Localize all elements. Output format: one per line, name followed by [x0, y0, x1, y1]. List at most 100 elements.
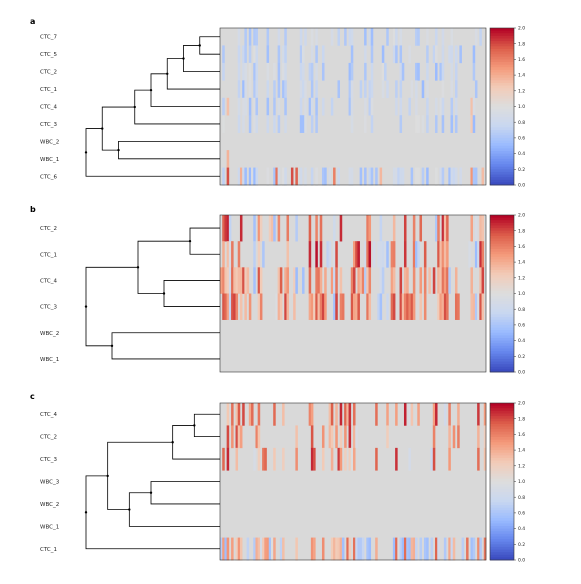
colorbar-segment	[490, 238, 514, 242]
colorbar-segment	[490, 426, 514, 430]
row-label: CTC_2	[40, 435, 57, 441]
heatmap-cell	[257, 241, 261, 268]
colorbar-segment	[490, 484, 514, 488]
heatmap-cell	[379, 241, 383, 268]
heatmap-cell	[401, 537, 405, 561]
heatmap-cell	[239, 267, 243, 294]
colorbar-segment	[490, 269, 514, 273]
heatmap-cell	[446, 241, 449, 268]
heatmap-cell	[441, 115, 445, 133]
heatmap-cell	[437, 293, 440, 320]
colorbar-tick-label: 1.2	[518, 275, 525, 281]
panel-b: b CTC_2 CTC_1 CTC_4 CTC_3 WBC_2 WBC_1 0.0 0.2 0.4…	[30, 205, 525, 376]
colorbar-tick-label: 1.4	[518, 260, 525, 266]
row-label: WBC_1	[40, 524, 59, 530]
heatmap-cell	[328, 403, 332, 426]
heatmap-cell	[310, 447, 314, 471]
heatmap-cell	[403, 537, 407, 561]
heatmap-cell	[242, 167, 245, 186]
colorbar-tick-label: 1.0	[518, 479, 525, 485]
heatmap-cell	[395, 80, 398, 99]
colorbar-segment	[490, 272, 514, 276]
heatmap-cell	[368, 97, 372, 116]
heatmap-cell	[470, 293, 473, 320]
row-label: CTC_3	[40, 457, 57, 463]
heatmap-cell	[237, 97, 241, 116]
heatmap-cell	[386, 425, 389, 449]
heatmap-cell	[299, 167, 303, 186]
heatmap-cell	[321, 167, 325, 186]
heatmap-cell	[441, 62, 445, 81]
colorbar-segment	[490, 217, 514, 221]
heatmap-cell	[443, 537, 447, 561]
heatmap-cell	[426, 97, 429, 116]
heatmap-cell	[222, 167, 225, 186]
heatmap-cell	[370, 62, 374, 81]
colorbar-segment	[490, 161, 514, 165]
heatmap-cell	[412, 267, 416, 294]
colorbar-segment	[490, 85, 514, 89]
heatmap-cell	[364, 167, 367, 186]
heatmap-cell	[350, 28, 354, 46]
colorbar-segment	[490, 416, 514, 420]
heatmap-cell	[446, 215, 449, 242]
heatmap-cell	[279, 293, 283, 320]
colorbar-segment	[490, 220, 514, 224]
heatmap-cell	[315, 215, 318, 242]
colorbar-segment	[490, 280, 514, 284]
heatmap-cell	[379, 293, 383, 320]
heatmap-cell	[454, 45, 458, 64]
colorbar-segment	[490, 332, 514, 336]
heatmap-cell	[328, 425, 332, 449]
colorbar-segment	[490, 277, 514, 281]
heatmap-cell	[403, 241, 407, 268]
colorbar-segment	[490, 528, 514, 532]
colorbar-segment	[490, 322, 514, 326]
heatmap-cell	[479, 537, 482, 561]
heatmap-cell	[333, 293, 336, 320]
colorbar-segment	[490, 554, 514, 558]
heatmap-cell	[239, 215, 243, 242]
heatmap-cell	[237, 403, 241, 426]
heatmap-cell	[364, 241, 367, 268]
heatmap-cell	[304, 80, 307, 99]
heatmap-cell	[308, 97, 312, 116]
heatmap-cell	[277, 167, 281, 186]
colorbar-segment	[490, 455, 514, 459]
heatmap-cell	[237, 62, 241, 81]
heatmap-cell	[435, 28, 438, 46]
heatmap-cell	[350, 447, 354, 471]
colorbar-segment	[490, 48, 514, 52]
colorbar-segment	[490, 59, 514, 63]
heatmap-cell	[237, 537, 241, 561]
heatmap-cell	[330, 97, 334, 116]
heatmap-cell	[242, 62, 245, 81]
heatmap-cell	[412, 215, 416, 242]
heatmap-cell	[275, 167, 278, 186]
colorbar-segment	[490, 356, 514, 360]
heatmap-cell	[350, 62, 354, 81]
heatmap-cell	[470, 115, 473, 133]
heatmap-cell	[397, 167, 400, 186]
heatmap-cell	[450, 28, 454, 46]
heatmap-cell	[430, 537, 434, 561]
heatmap-cell	[421, 115, 425, 133]
heatmap-cell	[406, 293, 409, 320]
colorbar-segment	[490, 109, 514, 113]
colorbar-tick-label: 0.2	[518, 542, 525, 548]
heatmap-cell	[248, 80, 252, 99]
heatmap-cell	[390, 293, 394, 320]
heatmap-cell	[426, 62, 429, 81]
heatmap-cell	[337, 167, 340, 186]
heatmap-cell	[454, 97, 458, 116]
heatmap-cell	[368, 167, 372, 186]
heatmap-cell	[415, 80, 418, 99]
colorbar-segment	[490, 335, 514, 339]
colorbar-segment	[490, 531, 514, 535]
heatmap-cell	[419, 267, 423, 294]
row-label: CTC_1	[40, 547, 57, 553]
heatmap-cell	[244, 267, 247, 294]
heatmap-cell	[443, 403, 447, 426]
heatmap-cell	[399, 537, 403, 561]
heatmap-cell	[415, 97, 418, 116]
